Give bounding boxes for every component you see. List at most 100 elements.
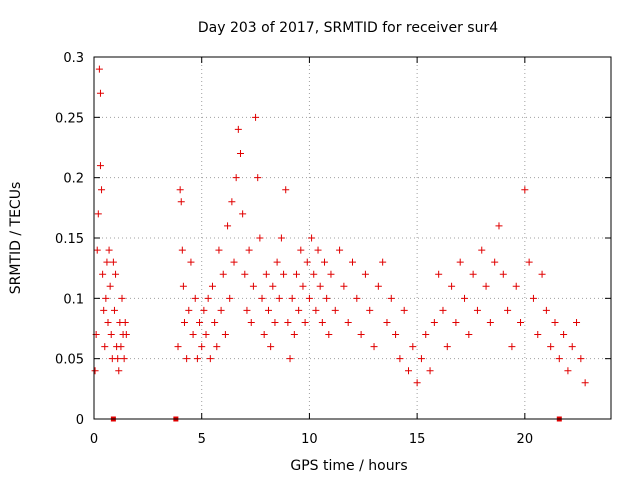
data-point bbox=[200, 306, 208, 314]
data-point bbox=[277, 234, 285, 242]
data-point bbox=[392, 331, 400, 339]
data-point bbox=[292, 270, 300, 278]
data-point bbox=[262, 270, 270, 278]
data-point bbox=[213, 343, 221, 351]
data-points bbox=[91, 65, 589, 387]
data-point bbox=[211, 318, 219, 326]
data-point bbox=[191, 294, 199, 302]
data-point bbox=[325, 331, 333, 339]
data-point bbox=[180, 318, 188, 326]
data-point bbox=[193, 355, 201, 363]
data-point bbox=[226, 294, 234, 302]
plot-frame bbox=[93, 56, 612, 420]
data-point bbox=[508, 343, 516, 351]
data-point bbox=[178, 246, 186, 254]
data-point bbox=[96, 89, 104, 97]
data-point bbox=[555, 355, 563, 363]
data-point bbox=[456, 258, 464, 266]
data-point bbox=[560, 331, 568, 339]
data-point bbox=[100, 306, 108, 314]
data-point bbox=[183, 355, 191, 363]
x-tick-label: 10 bbox=[301, 432, 318, 447]
data-point bbox=[256, 234, 264, 242]
data-point bbox=[245, 246, 253, 254]
data-point bbox=[198, 343, 206, 351]
data-point bbox=[206, 355, 214, 363]
data-point bbox=[217, 306, 225, 314]
data-point bbox=[336, 246, 344, 254]
data-point bbox=[443, 343, 451, 351]
data-point bbox=[109, 258, 117, 266]
data-point bbox=[107, 331, 115, 339]
data-point bbox=[409, 343, 417, 351]
data-point bbox=[517, 318, 525, 326]
data-point bbox=[310, 270, 318, 278]
data-point bbox=[413, 379, 421, 387]
data-point bbox=[318, 318, 326, 326]
data-point bbox=[234, 125, 242, 133]
y-tick-label: 0.1 bbox=[63, 292, 84, 307]
data-point bbox=[422, 331, 430, 339]
data-point bbox=[260, 331, 268, 339]
data-point bbox=[98, 186, 106, 194]
data-point bbox=[525, 258, 533, 266]
data-point bbox=[316, 282, 324, 290]
data-point bbox=[344, 318, 352, 326]
x-tick-label: 15 bbox=[409, 432, 426, 447]
data-point bbox=[473, 306, 481, 314]
grid bbox=[94, 56, 611, 419]
data-point bbox=[110, 306, 118, 314]
data-point bbox=[396, 355, 404, 363]
data-point bbox=[461, 294, 469, 302]
data-point bbox=[120, 355, 128, 363]
x-axis-label: GPS time / hours bbox=[290, 458, 407, 474]
data-point bbox=[499, 270, 507, 278]
data-point bbox=[271, 318, 279, 326]
data-point bbox=[379, 258, 387, 266]
data-point bbox=[370, 343, 378, 351]
data-point bbox=[224, 222, 232, 230]
data-point bbox=[504, 306, 512, 314]
data-point bbox=[340, 282, 348, 290]
data-point bbox=[174, 343, 182, 351]
data-point bbox=[258, 294, 266, 302]
data-point bbox=[529, 294, 537, 302]
y-tick-label: 0.25 bbox=[55, 111, 84, 126]
data-point bbox=[495, 222, 503, 230]
data-point bbox=[469, 270, 477, 278]
data-point bbox=[297, 246, 305, 254]
y-tick-label: 0.3 bbox=[63, 51, 84, 66]
data-point bbox=[243, 306, 251, 314]
data-point bbox=[448, 282, 456, 290]
data-point bbox=[491, 258, 499, 266]
data-point bbox=[269, 282, 277, 290]
data-point bbox=[91, 367, 99, 375]
data-point bbox=[185, 306, 193, 314]
y-tick-label: 0.15 bbox=[55, 232, 84, 247]
data-point bbox=[232, 174, 240, 182]
data-point bbox=[465, 331, 473, 339]
data-point bbox=[122, 331, 130, 339]
chart-title: Day 203 of 2017, SRMTID for receiver sur… bbox=[198, 20, 498, 36]
data-point bbox=[219, 270, 227, 278]
data-point bbox=[301, 318, 309, 326]
data-point bbox=[286, 355, 294, 363]
data-point bbox=[267, 343, 275, 351]
data-point bbox=[383, 318, 391, 326]
data-point bbox=[299, 282, 307, 290]
data-point bbox=[187, 258, 195, 266]
data-point bbox=[196, 318, 204, 326]
data-point bbox=[435, 270, 443, 278]
data-point bbox=[112, 270, 120, 278]
data-point bbox=[273, 258, 281, 266]
y-tick-label: 0 bbox=[76, 413, 84, 428]
data-point bbox=[361, 270, 369, 278]
data-point bbox=[228, 198, 236, 206]
axis-ticks: 0 0.05 0.1 0.15 0.2 0.25 0.3 0 5 10 15 20 bbox=[55, 51, 611, 447]
data-point bbox=[115, 367, 123, 375]
data-point bbox=[288, 294, 296, 302]
data-point bbox=[241, 270, 249, 278]
data-point bbox=[104, 318, 112, 326]
data-point bbox=[114, 355, 122, 363]
